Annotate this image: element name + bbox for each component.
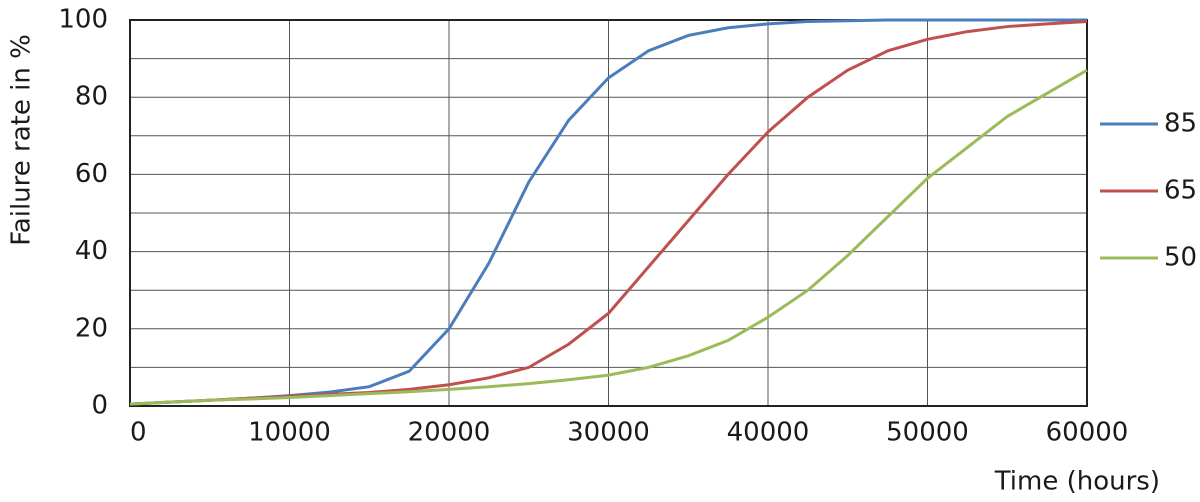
series-line <box>129 68 1088 406</box>
y-axis-label: Failure rate in % <box>7 34 37 246</box>
x-tick-label: 50000 <box>886 418 969 448</box>
y-tick-label: 80 <box>75 82 108 112</box>
x-tick-label: 40000 <box>727 418 810 448</box>
x-tick-label: 20000 <box>408 418 491 448</box>
y-tick-label: 0 <box>91 391 108 421</box>
legend-label: 50 <box>1164 243 1197 273</box>
x-tick-label: 10000 <box>248 418 331 448</box>
y-tick-label: 60 <box>75 159 108 189</box>
legend-label: 65 <box>1164 176 1197 206</box>
y-tick-label: 40 <box>75 236 108 266</box>
plot-frame <box>129 19 1088 407</box>
x-tick-label: 0 <box>130 418 147 448</box>
x-tick-label: 60000 <box>1046 418 1129 448</box>
legend-label: 85 <box>1164 109 1197 139</box>
y-tick-label: 20 <box>75 313 108 343</box>
x-axis-label: Time (hours) <box>994 467 1160 497</box>
x-tick-label: 30000 <box>567 418 650 448</box>
y-tick-label: 100 <box>58 5 108 35</box>
